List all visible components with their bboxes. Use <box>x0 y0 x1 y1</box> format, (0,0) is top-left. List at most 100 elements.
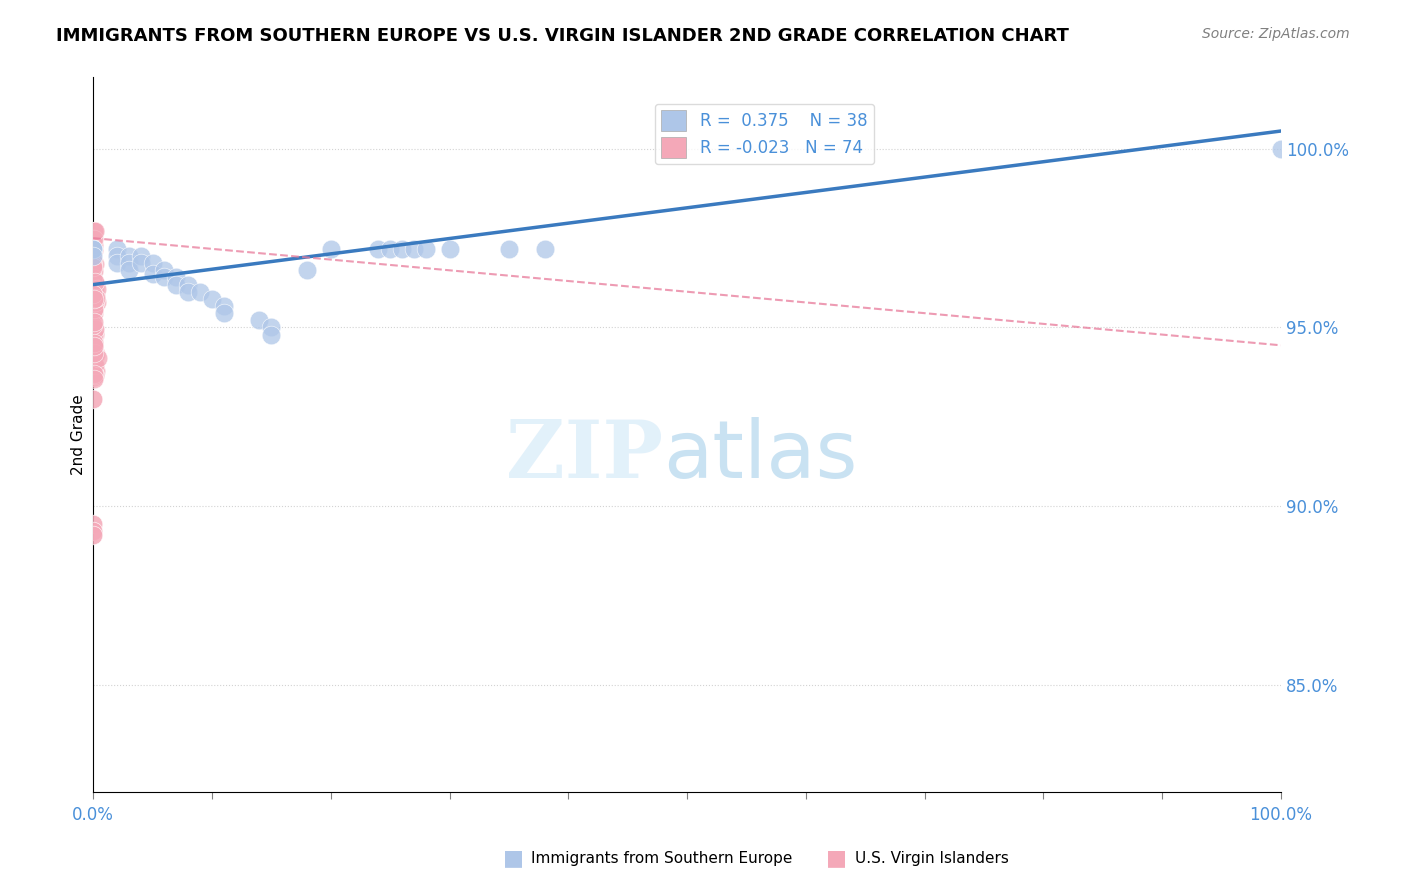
Point <box>153 270 176 285</box>
Point <box>83 326 105 340</box>
Point <box>84 288 107 302</box>
Point <box>367 242 389 256</box>
Point <box>498 242 520 256</box>
Point <box>105 256 128 270</box>
Point <box>82 282 104 296</box>
Point <box>188 285 211 299</box>
Point <box>83 339 105 353</box>
Point <box>83 281 105 295</box>
Point <box>118 256 141 270</box>
Point <box>83 292 105 306</box>
Point <box>83 322 105 336</box>
Text: IMMIGRANTS FROM SOUTHERN EUROPE VS U.S. VIRGIN ISLANDER 2ND GRADE CORRELATION CH: IMMIGRANTS FROM SOUTHERN EUROPE VS U.S. … <box>56 27 1069 45</box>
Point <box>82 249 104 263</box>
Point <box>83 367 105 381</box>
Text: ■: ■ <box>827 848 846 868</box>
Point <box>84 350 107 364</box>
Point <box>1270 142 1292 156</box>
Point <box>439 242 461 256</box>
Point <box>84 363 107 377</box>
Point <box>83 334 105 348</box>
Text: Immigrants from Southern Europe: Immigrants from Southern Europe <box>531 851 793 865</box>
Point <box>82 254 104 268</box>
Point <box>533 242 555 256</box>
Point <box>83 287 105 301</box>
Point <box>402 242 425 256</box>
Point <box>82 242 104 256</box>
Point <box>83 358 105 372</box>
Point <box>83 321 105 335</box>
Point <box>83 238 105 252</box>
Point <box>83 328 105 343</box>
Point <box>142 267 165 281</box>
Point <box>83 294 105 309</box>
Point <box>87 351 110 366</box>
Point <box>118 249 141 263</box>
Point <box>83 257 105 271</box>
Point <box>83 364 105 378</box>
Point <box>82 239 104 253</box>
Text: ■: ■ <box>503 848 523 868</box>
Point <box>83 345 105 359</box>
Point <box>83 224 105 238</box>
Point <box>83 340 105 354</box>
Point <box>83 327 105 342</box>
Point <box>82 239 104 253</box>
Point <box>83 302 105 317</box>
Point <box>201 292 224 306</box>
Point <box>82 524 104 538</box>
Point <box>260 327 283 342</box>
Text: U.S. Virgin Islanders: U.S. Virgin Islanders <box>855 851 1008 865</box>
Text: ZIP: ZIP <box>506 417 664 495</box>
Point <box>83 243 105 257</box>
Point <box>83 232 105 246</box>
Point <box>391 242 413 256</box>
Point <box>82 259 104 273</box>
Point <box>83 298 105 312</box>
Point <box>83 301 105 315</box>
Point <box>83 287 105 301</box>
Point <box>83 301 105 316</box>
Point <box>129 256 152 270</box>
Point <box>105 242 128 256</box>
Point <box>83 370 105 384</box>
Text: Source: ZipAtlas.com: Source: ZipAtlas.com <box>1202 27 1350 41</box>
Point <box>82 232 104 246</box>
Point <box>86 282 108 296</box>
Point <box>84 224 107 238</box>
Point <box>82 308 104 322</box>
Point <box>84 327 107 342</box>
Text: 0.0%: 0.0% <box>72 806 114 824</box>
Point <box>165 270 187 285</box>
Point <box>83 366 105 380</box>
Point <box>83 336 105 351</box>
Point <box>295 263 318 277</box>
Point <box>83 315 105 329</box>
Point <box>82 242 104 256</box>
Point <box>83 372 105 386</box>
Point <box>177 277 200 292</box>
Text: 100.0%: 100.0% <box>1250 806 1312 824</box>
Point <box>84 346 107 360</box>
Text: atlas: atlas <box>664 417 858 495</box>
Point <box>83 325 105 339</box>
Point <box>82 284 104 298</box>
Point <box>83 335 105 350</box>
Point <box>129 249 152 263</box>
Point <box>319 242 342 256</box>
Point <box>83 306 105 320</box>
Point <box>260 320 283 334</box>
Point <box>153 263 176 277</box>
Point <box>82 270 104 285</box>
Point <box>83 322 105 336</box>
Point <box>142 256 165 270</box>
Point <box>82 368 104 382</box>
Point <box>82 260 104 274</box>
Point <box>86 295 108 310</box>
Point <box>84 368 107 382</box>
Point <box>84 358 107 372</box>
Point <box>82 392 104 406</box>
Point <box>82 527 104 541</box>
Point <box>82 320 104 334</box>
Point <box>82 310 104 324</box>
